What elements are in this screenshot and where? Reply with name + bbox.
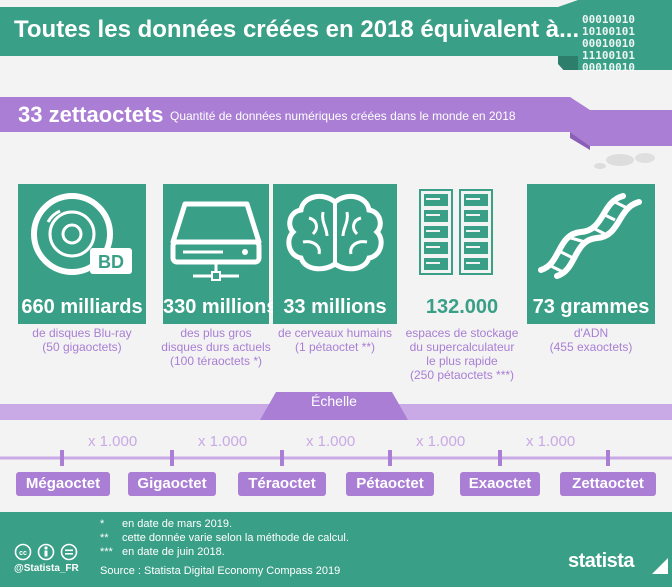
scale-multiplier: x 1.000 (416, 433, 466, 450)
card-description: des plus gros disques durs actuels (100 … (156, 326, 276, 368)
scale-band-shape (0, 392, 672, 420)
logo-mark-icon (652, 558, 668, 574)
world-map-decoration (594, 153, 655, 169)
binary-line: 10100101 (582, 25, 635, 38)
scale-label: Échelle (311, 393, 357, 409)
bd-label: BD (98, 252, 124, 272)
svg-text:cc: cc (19, 550, 27, 557)
scale-unit-gigaoctet: Gigaoctet (128, 472, 216, 496)
page-title: Toutes les données créées en 2018 équiva… (14, 16, 580, 43)
footnote: *** en date de juin 2018. (100, 546, 225, 558)
no-derivatives-icon (60, 543, 78, 561)
server-rack-icon (419, 189, 493, 275)
footnote-text: en date de mars 2019. (122, 518, 233, 530)
binary-line: 00010010 (582, 61, 635, 74)
scale-unit-petaoctet: Pétaoctet (346, 472, 434, 496)
card-value: 660 milliards (21, 296, 143, 318)
footnote-mark: ** (100, 532, 109, 544)
brain-icon (286, 193, 384, 272)
footnote-mark: * (100, 518, 105, 530)
card-desc-line: (100 téraoctets *) (169, 354, 263, 368)
card-desc-line: espaces de stockage (405, 326, 519, 340)
binary-line: 11100101 (582, 49, 635, 62)
footer (0, 512, 672, 587)
footnote-mark: *** (100, 546, 113, 558)
card-description: de cerveaux humains (1 pétaoctet **) (266, 326, 404, 354)
footnote: * en date de mars 2019. (100, 518, 232, 530)
card-desc-line: (1 pétaoctet **) (294, 340, 376, 354)
card-server: 132.000 (408, 184, 516, 324)
scale-multiplier: x 1.000 (526, 433, 576, 450)
title-band-shape (558, 0, 672, 70)
card-desc-line: de disques Blu-ray (32, 326, 132, 340)
source-text: Source : Statista Digital Economy Compas… (100, 565, 341, 577)
headline-value: 33 zettaoctets (18, 102, 164, 127)
binary-line: 00010010 (582, 37, 635, 50)
footnote-text: cette donnée varie selon la méthode de c… (122, 532, 349, 544)
headline-description: Quantité de données numériques créées da… (170, 109, 516, 123)
scale-unit-megaoctet: Mégaoctet (16, 472, 110, 496)
hard-drive-icon (170, 201, 262, 281)
scale-multiplier: x 1.000 (88, 433, 138, 450)
footnote-text: en date de juin 2018. (122, 546, 225, 558)
attribution-icon (37, 543, 55, 561)
card-desc-line: d'ADN (573, 326, 609, 340)
headline-band-shape (570, 97, 672, 169)
binary-decoration: 00010010 10100101 00010010 11100101 0001… (582, 14, 672, 74)
scale-unit-teraoctet: Téraoctet (238, 472, 326, 496)
bluray-disc-icon: BD (31, 193, 132, 275)
title-bar (0, 7, 558, 56)
card-desc-line: du supercalculateur (409, 340, 515, 354)
card-dna: 73 grammes (527, 184, 655, 324)
statista-logo: statista (568, 550, 635, 572)
card-desc-line: disques durs actuels (161, 340, 271, 354)
scale-unit-exaoctet: Exaoctet (460, 472, 540, 496)
card-hard-drive: 330 millions (163, 184, 278, 324)
card-desc-line: des plus gros (180, 326, 252, 340)
license-icons: cc (14, 543, 78, 561)
card-value: 73 grammes (532, 296, 650, 318)
card-brain: 33 millions (273, 184, 397, 324)
dna-icon (538, 193, 642, 279)
card-desc-line: (250 pétaoctets ***) (409, 368, 515, 382)
headline-bar (0, 97, 570, 132)
scale-multiplier: x 1.000 (306, 433, 356, 450)
card-desc-line: (50 gigaoctets) (42, 340, 122, 354)
card-value: 330 millions (163, 296, 278, 318)
card-desc-line: (455 exaoctets) (549, 340, 633, 354)
binary-line: 00010010 (582, 13, 635, 26)
card-description: d'ADN (455 exaoctets) (527, 326, 655, 354)
card-bluray: BD 660 milliards (18, 184, 146, 324)
scale-multiplier: x 1.000 (198, 433, 248, 450)
card-desc-line: le plus rapide (426, 354, 498, 368)
title-band (0, 0, 672, 70)
card-description: espaces de stockage du supercalculateur … (400, 326, 524, 382)
card-value: 132.000 (425, 296, 499, 318)
scale-unit-zettaoctet: Zettaoctet (560, 472, 656, 496)
card-description: de disques Blu-ray (50 gigaoctets) (14, 326, 150, 354)
footnote: ** cette donnée varie selon la méthode de… (100, 532, 349, 544)
cc-icon (14, 543, 32, 561)
scale-axis (0, 450, 672, 466)
card-value: 33 millions (283, 296, 387, 318)
social-handle: @Statista_FR (14, 563, 79, 574)
card-desc-line: de cerveaux humains (277, 326, 393, 340)
